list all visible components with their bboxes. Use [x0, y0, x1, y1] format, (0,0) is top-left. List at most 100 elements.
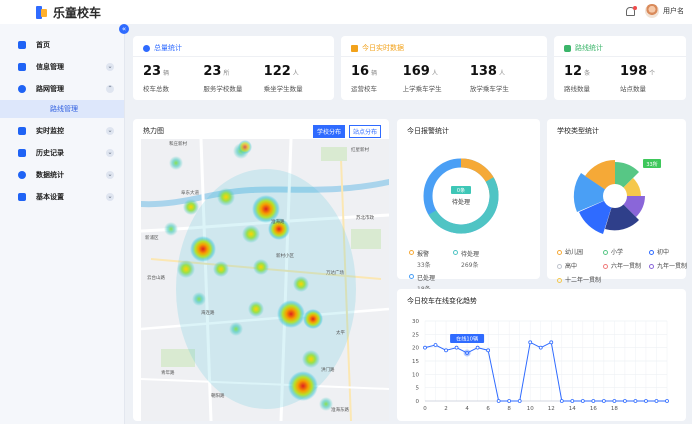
- card-header: 学校类型统计: [547, 119, 686, 136]
- stat-bus-total: 23 辆 校车总数: [143, 64, 203, 93]
- data-point: [570, 399, 575, 403]
- data-point: [559, 399, 564, 403]
- data-point: [507, 399, 512, 403]
- legend-label: 幼儿园: [565, 249, 584, 256]
- stat-unit: 人: [292, 70, 299, 77]
- map-label: 洪门路: [321, 366, 335, 373]
- settings-icon: [18, 193, 26, 201]
- data-point: [486, 348, 491, 353]
- legend-dot: [603, 263, 608, 269]
- stat-label: 运营校车: [351, 85, 377, 93]
- tab-station-distribution[interactable]: 站点分布: [348, 125, 381, 138]
- x-tick-label: 16: [590, 406, 597, 412]
- map-canvas: 和庄新村 红星新村 阜东大道 淮海路 苏北市政 新浦区 新村小区 云台山路 万达…: [141, 139, 389, 421]
- data-point: [433, 343, 438, 347]
- card-title: 总量统计: [154, 44, 182, 52]
- school-type-rose-chart: 33所: [573, 159, 661, 234]
- chevron-down-icon: ⌄: [106, 193, 114, 201]
- data-point: [580, 399, 585, 403]
- divider: [341, 56, 547, 57]
- card-header: 路线统计: [554, 36, 686, 53]
- app-title: 乐童校车: [53, 5, 102, 20]
- x-tick-label: 8: [507, 406, 511, 412]
- avatar[interactable]: [645, 4, 659, 18]
- sidebar-item-history[interactable]: 历史记录 ⌄: [0, 142, 124, 164]
- legend-dot: [557, 263, 562, 269]
- sidebar-item-settings[interactable]: 基本设置 ⌄: [0, 186, 124, 208]
- stat-label: 乘坐学生数量: [263, 85, 303, 93]
- username[interactable]: 用户名: [663, 7, 684, 15]
- card-header: 今日校车在线变化趋势: [397, 289, 686, 306]
- tab-school-distribution[interactable]: 学校分布: [312, 125, 345, 138]
- legend-label: 小学: [611, 249, 624, 256]
- legend-dot: [557, 277, 562, 283]
- x-tick-label: 12: [548, 406, 555, 412]
- calendar-icon: [351, 44, 358, 52]
- data-point: [496, 399, 501, 403]
- series-line: [424, 341, 667, 402]
- center-label: 待处理: [452, 198, 470, 206]
- card-header: 热力图: [133, 119, 389, 136]
- legend-dot: [649, 249, 654, 255]
- legend-item: 报警 33条: [409, 249, 441, 269]
- highlight-point: [463, 349, 471, 357]
- stat-value: 23: [203, 64, 222, 79]
- data-point: [475, 345, 480, 350]
- heatmap-card: 热力图 学校分布 站点分布: [133, 119, 389, 421]
- data-point: [633, 399, 638, 403]
- online-trend-chart: 0 5 10 15 20 25 30 0 2 4 6 8 10 12 14 16 18 在线10辆: [412, 319, 669, 412]
- card-header: 今日实时数据: [341, 36, 547, 53]
- sidebar-item-info[interactable]: 信息管理 ⌄: [0, 56, 124, 78]
- chevron-down-icon: ⌄: [106, 149, 114, 157]
- legend-item: 幼儿园: [557, 247, 597, 256]
- stat-value: 12: [564, 64, 583, 79]
- school-type-card: 学校类型统计 33所 幼儿园 小学 初中 高中 六年一贯制 九年一贯制 十二年一…: [547, 119, 689, 284]
- legend-item: 九年一贯制: [649, 261, 689, 270]
- sidebar-subitem-route[interactable]: 路线管理: [0, 100, 124, 118]
- data-point: [538, 345, 543, 350]
- card-header: 总量统计: [133, 36, 334, 53]
- stat-unit: 人: [431, 70, 438, 77]
- today-stats-card: 今日实时数据 16 辆 运营校车 169 人 上学乘车学生 138 人 放学乘车学生: [341, 36, 547, 100]
- data-point: [591, 399, 596, 403]
- sidebar-item-label: 基本设置: [36, 193, 64, 201]
- card-title: 热力图: [143, 127, 164, 135]
- legend-label: 待处理: [461, 251, 480, 258]
- map-label: 青年路: [161, 369, 175, 376]
- online-trend-card: 今日校车在线变化趋势 0 5 10 15 20 25 30 0 2 4 6 8 10 12 14 16 18 在线…: [397, 289, 686, 421]
- divider: [554, 56, 686, 57]
- legend-label: 已处理: [417, 275, 436, 282]
- chevron-down-icon: ⌄: [106, 63, 114, 71]
- top-bar: 乐童校车 用户名: [0, 0, 692, 24]
- map-label: 新村小区: [276, 252, 294, 259]
- card-title: 学校类型统计: [557, 127, 599, 135]
- stat-operating-bus: 16 辆 运营校车: [351, 64, 403, 93]
- stat-label: 路线数量: [564, 85, 590, 93]
- sidebar-item-stats[interactable]: 数据统计 ⌄: [0, 164, 124, 186]
- chat-icon: [564, 44, 571, 52]
- bell-icon[interactable]: [626, 5, 637, 16]
- x-tick-label: 14: [569, 406, 576, 412]
- center-badge-text: 0条: [457, 187, 465, 194]
- app-logo[interactable]: 乐童校车: [36, 4, 101, 21]
- heat-map[interactable]: 和庄新村 红星新村 阜东大道 淮海路 苏北市政 新浦区 新村小区 云台山路 万达…: [141, 139, 389, 421]
- y-tick-label: 10: [412, 372, 419, 378]
- collapse-sidebar-button[interactable]: «: [119, 24, 129, 34]
- legend-label: 六年一贯制: [611, 263, 642, 270]
- chevron-down-icon: ⌄: [106, 127, 114, 135]
- card-title: 路线统计: [575, 44, 603, 52]
- sidebar-item-road[interactable]: 路网管理 ⌃: [0, 78, 124, 100]
- data-point: [549, 340, 554, 345]
- y-tick-label: 5: [416, 386, 420, 392]
- map-label: 阜东大道: [181, 189, 199, 196]
- y-tick-label: 25: [412, 332, 419, 338]
- alarm-donut-chart: 0条 待处理: [423, 158, 499, 234]
- sidebar: 首页 信息管理 ⌄ 路网管理 ⌃ 路线管理 实时监控 ⌄ 历史记录 ⌄ 数据统计…: [0, 24, 125, 424]
- stat-unit: 人: [498, 70, 505, 77]
- history-icon: [18, 149, 26, 157]
- card-title: 今日实时数据: [362, 44, 404, 52]
- legend-value: 269条: [461, 262, 479, 269]
- sidebar-item-monitor[interactable]: 实时监控 ⌄: [0, 120, 124, 142]
- sidebar-item-home[interactable]: 首页: [0, 34, 124, 56]
- tooltip-text: 在线10辆: [456, 335, 478, 343]
